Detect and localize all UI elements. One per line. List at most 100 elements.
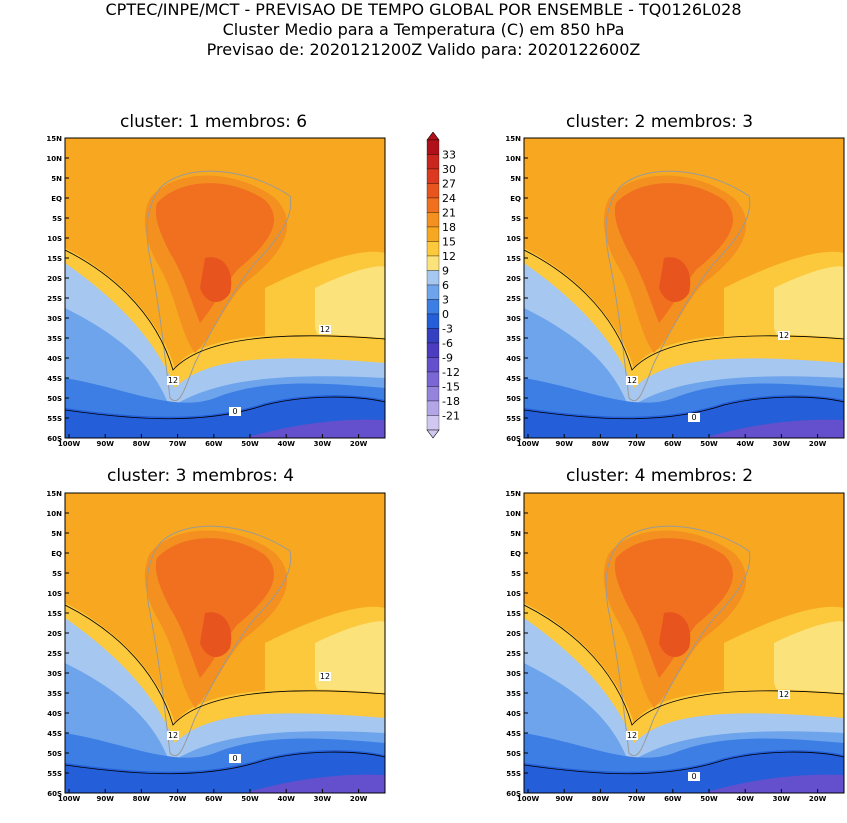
lat-label: 10N (505, 510, 521, 518)
colorbar-level-label: 3 (442, 294, 449, 307)
colorbar-swatch (426, 168, 440, 184)
lat-label: 50S (506, 395, 521, 403)
lat-label: 50S (47, 750, 62, 758)
temperature-field-minus9 (704, 419, 844, 438)
lon-label: 80W (133, 440, 151, 448)
lon-label: 100W (58, 795, 81, 803)
colorbar-swatch (426, 400, 440, 416)
lat-label: 45S (506, 730, 521, 738)
lat-label: 10N (46, 155, 62, 163)
lat-label: 40S (47, 355, 62, 363)
lat-label: 40S (506, 355, 521, 363)
colorbar-level-label: -12 (442, 366, 460, 379)
header-line-3: Previsao de: 2020121200Z Valido para: 20… (206, 40, 641, 59)
lon-label: 20W (809, 440, 827, 448)
contour-label: 12 (779, 331, 789, 340)
lat-label: EQ (51, 550, 62, 558)
colorbar-top-arrow (426, 132, 440, 141)
lon-label: 60W (664, 440, 682, 448)
colorbar-swatch (426, 284, 440, 300)
lat-label: 50S (47, 395, 62, 403)
lat-label: 5N (51, 530, 62, 538)
panel-title: cluster: 2 membros: 3 (566, 112, 754, 132)
lon-label: 100W (517, 795, 540, 803)
colorbar-level-label: -6 (442, 337, 453, 350)
lon-label: 30W (773, 440, 791, 448)
map-frame (64, 492, 386, 794)
colorbar-level-label: 6 (442, 279, 449, 292)
lat-label: 10S (47, 590, 62, 598)
lat-label: 45S (47, 375, 62, 383)
temperature-field-21 (614, 538, 734, 678)
lat-label: 10S (506, 590, 521, 598)
contour-label-bg (167, 376, 179, 385)
map-frame (523, 137, 845, 439)
lat-label: 10S (506, 235, 521, 243)
lon-label: 60W (205, 795, 223, 803)
map-canvas: 12 12 0 15N 10N 5N EQ 5S 10S 15S 20S 25S 30S 35S 40S 45… (505, 490, 845, 803)
temperature-field-21 (155, 538, 275, 678)
panel-title: cluster: 1 membros: 6 (120, 112, 308, 132)
lon-label: 80W (592, 795, 610, 803)
colorbar-level-label: -15 (442, 381, 460, 394)
lat-label: 15N (505, 135, 521, 143)
temperature-field-24 (200, 257, 232, 303)
map-frame (64, 137, 386, 439)
contour-label-bg (319, 325, 331, 334)
lon-label: 60W (205, 440, 223, 448)
lat-label: 60S (47, 435, 62, 443)
contour-label-bg (778, 331, 790, 340)
lon-label: 80W (592, 440, 610, 448)
lon-label: 70W (169, 795, 187, 803)
colorbar-swatch (426, 371, 440, 387)
contour-label-bg (229, 407, 241, 416)
lat-label: 35S (47, 690, 62, 698)
colorbar-level-label: 18 (442, 221, 456, 234)
contour-label-bg (319, 672, 331, 681)
lon-label: 50W (700, 795, 718, 803)
colorbar-swatch (426, 154, 440, 170)
colorbar-level-label: 21 (442, 207, 456, 220)
contour-0 (65, 396, 385, 420)
colorbar-swatch (426, 139, 440, 155)
south-america-outline (605, 170, 751, 401)
temperature-field-24 (659, 612, 691, 658)
lon-label: 40W (736, 795, 754, 803)
temperature-field-minus9 (245, 774, 385, 793)
lon-label: 20W (350, 795, 368, 803)
lat-label: 45S (47, 730, 62, 738)
contour-label: 12 (627, 376, 637, 385)
lat-label: 15S (506, 610, 521, 618)
colorbar-swatch (426, 255, 440, 271)
lat-label: 10S (47, 235, 62, 243)
lat-label: 30S (506, 670, 521, 678)
lon-label: 80W (133, 795, 151, 803)
colorbar-bottom-arrow (426, 429, 440, 439)
lon-label: 70W (628, 795, 646, 803)
lon-label: 60W (664, 795, 682, 803)
lat-label: 15N (46, 135, 62, 143)
lat-label: 30S (506, 315, 521, 323)
lon-label: 20W (809, 795, 827, 803)
lon-label: 40W (736, 440, 754, 448)
lon-label: 30W (314, 440, 332, 448)
lon-label: 40W (277, 795, 295, 803)
header-line-1: CPTEC/INPE/MCT - PREVISAO DE TEMPO GLOBA… (105, 0, 742, 19)
contour-label-bg (167, 731, 179, 740)
contour-0 (65, 751, 385, 775)
lon-label: 30W (773, 795, 791, 803)
figure-header: CPTEC/INPE/MCT - PREVISAO DE TEMPO GLOBA… (0, 0, 847, 60)
contour-label: 12 (627, 731, 637, 740)
map-canvas: 12 12 0 15N 10N 5N EQ 5S 10S 15S 20S 25S 30S 35S 40S 45… (46, 135, 386, 448)
colorbar-swatch (426, 415, 440, 431)
contour-label: 12 (320, 672, 330, 681)
contour-label: 0 (232, 407, 237, 416)
contour-label: 0 (691, 772, 696, 781)
colorbar-swatch (426, 313, 440, 329)
lat-label: 40S (506, 710, 521, 718)
lon-label: 100W (58, 440, 81, 448)
lon-label: 90W (96, 440, 114, 448)
lat-label: 35S (47, 335, 62, 343)
lat-label: 55S (506, 415, 521, 423)
lat-label: 20S (506, 630, 521, 638)
